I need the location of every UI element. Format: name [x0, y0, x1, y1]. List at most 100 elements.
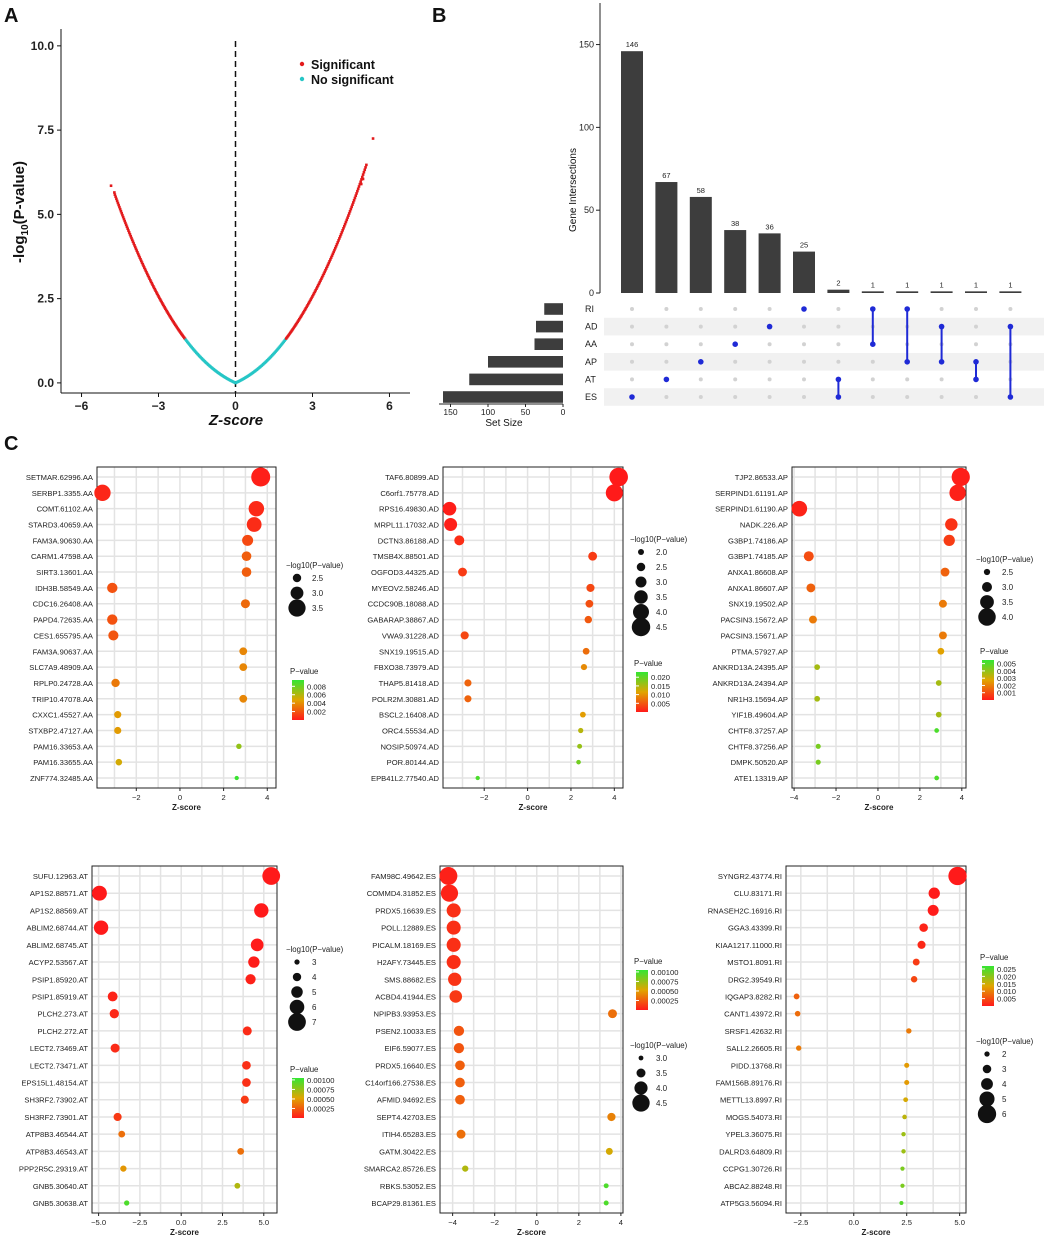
volcano-point	[153, 287, 157, 291]
x-tick-label: −2.5	[132, 1218, 147, 1227]
x-tick-label: 0	[178, 793, 182, 802]
gene-label: DCTN3.86188.AD	[378, 536, 440, 545]
bubble	[460, 631, 469, 640]
volcano-point	[355, 192, 358, 195]
bubble	[455, 1094, 465, 1105]
upset-empty-dot	[939, 395, 944, 399]
upset-member-dot	[835, 376, 842, 383]
upset-member-dot	[698, 359, 704, 365]
gene-label: ZNF774.32485.AA	[30, 774, 94, 783]
gene-label: POLR2M.30881.AD	[372, 695, 440, 704]
gene-label: SYNGR2.43774.RI	[718, 872, 782, 881]
gene-label: POR.80144.AD	[387, 758, 440, 767]
volcano-point	[344, 220, 348, 224]
gene-label: ABLIM2.68744.AT	[27, 924, 89, 933]
bubble	[246, 517, 262, 532]
panel-label-c: C	[4, 433, 18, 455]
plot-frame	[96, 466, 277, 789]
upset-matrix-stripe	[604, 317, 1044, 336]
gene-label: SALL2.26605.RI	[726, 1044, 782, 1053]
upset-member-dot	[766, 323, 773, 330]
volcano-point	[356, 189, 359, 193]
gene-label: GATM.30422.ES	[379, 1147, 436, 1156]
bubble	[934, 775, 939, 781]
upset-set-label: RI	[585, 304, 594, 314]
color-legend-label: 0.025	[997, 965, 1016, 974]
bubble	[444, 518, 458, 532]
color-legend-label: 0.010	[997, 987, 1016, 996]
volcano-point	[308, 299, 312, 303]
volcano-x-tick-label: 0	[232, 399, 239, 413]
size-legend-dot	[636, 1068, 646, 1078]
volcano-point	[351, 203, 354, 207]
bubble	[254, 903, 269, 918]
volcano-point	[163, 306, 166, 309]
volcano-point	[134, 247, 138, 251]
size-legend-dot	[979, 1091, 995, 1107]
color-legend-label: 0.015	[651, 682, 670, 691]
bubble	[901, 1131, 906, 1137]
bubble	[586, 583, 595, 592]
bubble	[455, 1060, 465, 1071]
bubble	[585, 599, 594, 608]
size-legend-dot	[977, 1104, 997, 1124]
color-legend-label: 0.00075	[651, 977, 678, 986]
bubble	[605, 484, 623, 502]
x-tick-label: 0	[525, 793, 529, 802]
bubble	[241, 567, 252, 577]
gene-label: SIRT3.13601.AA	[36, 568, 94, 577]
bubble	[609, 467, 628, 487]
gene-label: ATE1.13319.AP	[734, 774, 788, 783]
x-tick-label: 2	[569, 793, 573, 802]
gene-label: RPS16.49830.AD	[379, 505, 439, 514]
volcano-point	[123, 219, 126, 223]
bubble-plot-ri: SYNGR2.43774.RI CLU.83171.RI RNASEH2C.1691…	[708, 865, 1034, 1237]
size-legend-dot	[291, 986, 303, 998]
volcano-point	[128, 233, 132, 236]
volcano-point	[328, 259, 331, 263]
gene-label: SEPT4.42703.ES	[376, 1113, 436, 1122]
upset-empty-dot	[905, 395, 910, 399]
gene-label: DALRD3.64809.RI	[719, 1147, 782, 1156]
volcano-point	[116, 201, 120, 205]
plot-frame	[785, 865, 967, 1214]
legend-significant-swatch	[299, 61, 305, 67]
bubble	[250, 938, 264, 952]
bubble	[242, 1026, 252, 1036]
volcano-point	[318, 280, 322, 284]
volcano-point	[156, 293, 160, 297]
volcano-point	[136, 252, 140, 256]
volcano-x-tick-label: −3	[152, 399, 166, 413]
size-legend-dot	[292, 972, 302, 982]
bubble	[948, 866, 967, 886]
x-tick-label: −4	[448, 1218, 457, 1227]
upset-empty-dot	[630, 377, 634, 382]
color-legend-title: P−value	[290, 1065, 318, 1074]
bubble	[937, 647, 945, 655]
volcano-point	[363, 168, 367, 172]
upset-empty-dot	[733, 377, 738, 382]
volcano-point	[113, 191, 116, 194]
volcano-point	[133, 245, 137, 249]
volcano-point	[325, 265, 329, 269]
volcano-point	[316, 284, 320, 287]
gene-label: COMMD4.31852.ES	[367, 889, 436, 898]
size-legend: −log10(P−value) 2.0 2.5 3.0 3.5 4.0 4.5	[630, 535, 688, 637]
bubble	[815, 759, 821, 765]
bubble	[242, 534, 254, 546]
upset-intersection-bar	[896, 291, 919, 293]
volcano-y-tick-label: 5.0	[37, 207, 54, 221]
bubble	[900, 1166, 905, 1171]
upset-set-label: AT	[585, 374, 596, 384]
x-tick-label: 4	[619, 1218, 623, 1227]
volcano-point	[298, 316, 302, 320]
upset-set-size-bar	[488, 356, 563, 368]
size-legend-label: 6	[312, 1003, 317, 1012]
bubble	[605, 1147, 613, 1155]
color-legend-bar	[292, 1078, 304, 1118]
upset-empty-dot	[698, 395, 703, 399]
bubble	[906, 1028, 912, 1034]
bubble-plots: SETMAR.62996.AA SERBP1.3355.AA COMT.61102.…	[19, 466, 1034, 1237]
upset-set-label: AP	[585, 357, 597, 367]
